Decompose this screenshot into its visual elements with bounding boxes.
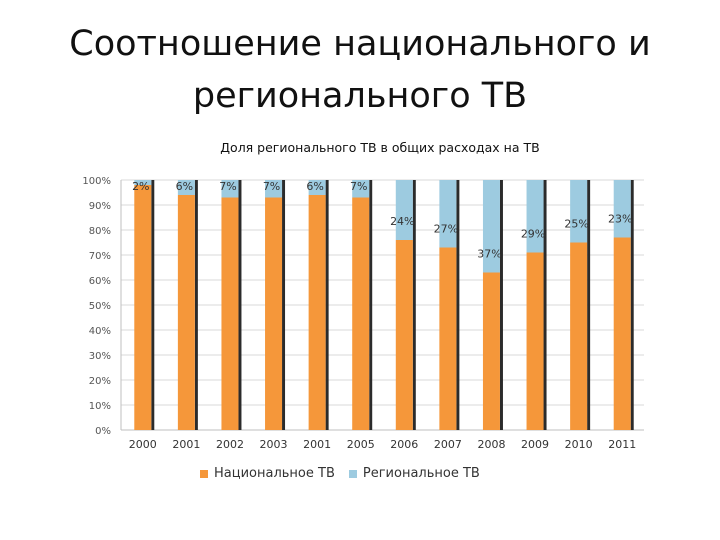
bar-shadow	[151, 180, 155, 430]
y-tick-label: 70%	[89, 251, 111, 262]
x-tick-label: 2001	[172, 438, 200, 451]
y-tick-label: 20%	[89, 376, 111, 387]
bar-national	[439, 247, 457, 430]
bar-shadow	[238, 180, 242, 430]
bar-national	[395, 240, 413, 430]
x-tick-label: 2007	[434, 438, 462, 451]
bar-national	[570, 242, 588, 430]
x-tick-label: 2002	[216, 438, 244, 451]
y-tick-label: 60%	[89, 276, 111, 287]
slide-title-line-1: Соотношение национального и	[69, 24, 651, 64]
bar-national	[613, 237, 631, 430]
chart-legend: Национальное ТВ Региональное ТВ	[200, 466, 480, 481]
chart-title: Доля регионального ТВ в общих расходах н…	[220, 140, 540, 155]
bar-regional	[439, 180, 457, 248]
data-label: 6%	[176, 180, 193, 193]
bar-shadow	[630, 180, 634, 430]
bar-regional	[613, 180, 631, 238]
x-tick-label: 2006	[390, 438, 418, 451]
y-tick-label: 100%	[82, 176, 111, 187]
bar-regional	[177, 180, 195, 195]
bar-shadow	[543, 180, 547, 430]
slide-title: Соотношение национального и региональног…	[0, 18, 720, 122]
data-label: 25%	[564, 218, 588, 231]
data-label: 29%	[521, 228, 545, 241]
x-tick-label: 2010	[565, 438, 593, 451]
bar-shadow	[412, 180, 416, 430]
bar-regional	[265, 180, 283, 198]
x-tick-label: 2011	[608, 438, 636, 451]
bar-national	[482, 272, 500, 430]
y-tick-label: 10%	[89, 401, 111, 412]
y-tick-label: 40%	[89, 326, 111, 337]
y-tick-label: 80%	[89, 226, 111, 237]
bar-shadow	[587, 180, 591, 430]
data-label: 2%	[132, 180, 149, 193]
legend-swatch-national	[200, 469, 208, 478]
data-label: 6%	[306, 180, 323, 193]
data-label: 23%	[608, 213, 632, 226]
bar-regional	[482, 180, 500, 273]
bar-regional	[308, 180, 326, 195]
x-tick-label: 2000	[129, 438, 157, 451]
bar-national	[308, 195, 326, 430]
legend-item-regional: Региональное ТВ	[348, 466, 480, 481]
bar-shadow	[282, 180, 286, 430]
bar-national	[526, 252, 544, 430]
bar-shadow	[194, 180, 198, 430]
bar-regional	[570, 180, 588, 243]
y-tick-label: 90%	[89, 201, 111, 212]
x-tick-label: 2009	[521, 438, 549, 451]
data-label: 7%	[350, 180, 367, 193]
data-label: 7%	[219, 180, 236, 193]
bar-national	[221, 197, 239, 430]
bar-national	[177, 195, 195, 430]
bar-regional	[352, 180, 370, 198]
data-label: 27%	[434, 223, 458, 236]
bar-shadow	[499, 180, 503, 430]
x-tick-label: 2005	[347, 438, 375, 451]
bar-regional	[221, 180, 239, 198]
data-label: 7%	[263, 180, 280, 193]
legend-item-national: Национальное ТВ	[200, 466, 335, 481]
bar-regional	[134, 180, 152, 185]
data-label: 24%	[390, 215, 414, 228]
bar-regional	[526, 180, 544, 253]
data-label: 37%	[477, 248, 501, 261]
bar-regional	[395, 180, 413, 240]
y-tick-label: 0%	[95, 426, 111, 437]
bar-national	[134, 185, 152, 430]
bar-shadow	[325, 180, 329, 430]
y-tick-label: 30%	[89, 351, 111, 362]
bar-shadow	[369, 180, 373, 430]
bar-shadow	[456, 180, 460, 430]
legend-label-national: Национальное ТВ	[214, 466, 335, 481]
x-tick-label: 2008	[477, 438, 505, 451]
legend-label-regional: Региональное ТВ	[362, 466, 480, 481]
y-tick-label: 50%	[89, 301, 111, 312]
slide-title-line-2: регионального ТВ	[192, 76, 528, 116]
legend-swatch-regional	[348, 469, 357, 478]
x-tick-label: 2003	[260, 438, 288, 451]
x-tick-label: 2001	[303, 438, 331, 451]
bar-national	[265, 197, 283, 430]
bar-national	[352, 197, 370, 430]
